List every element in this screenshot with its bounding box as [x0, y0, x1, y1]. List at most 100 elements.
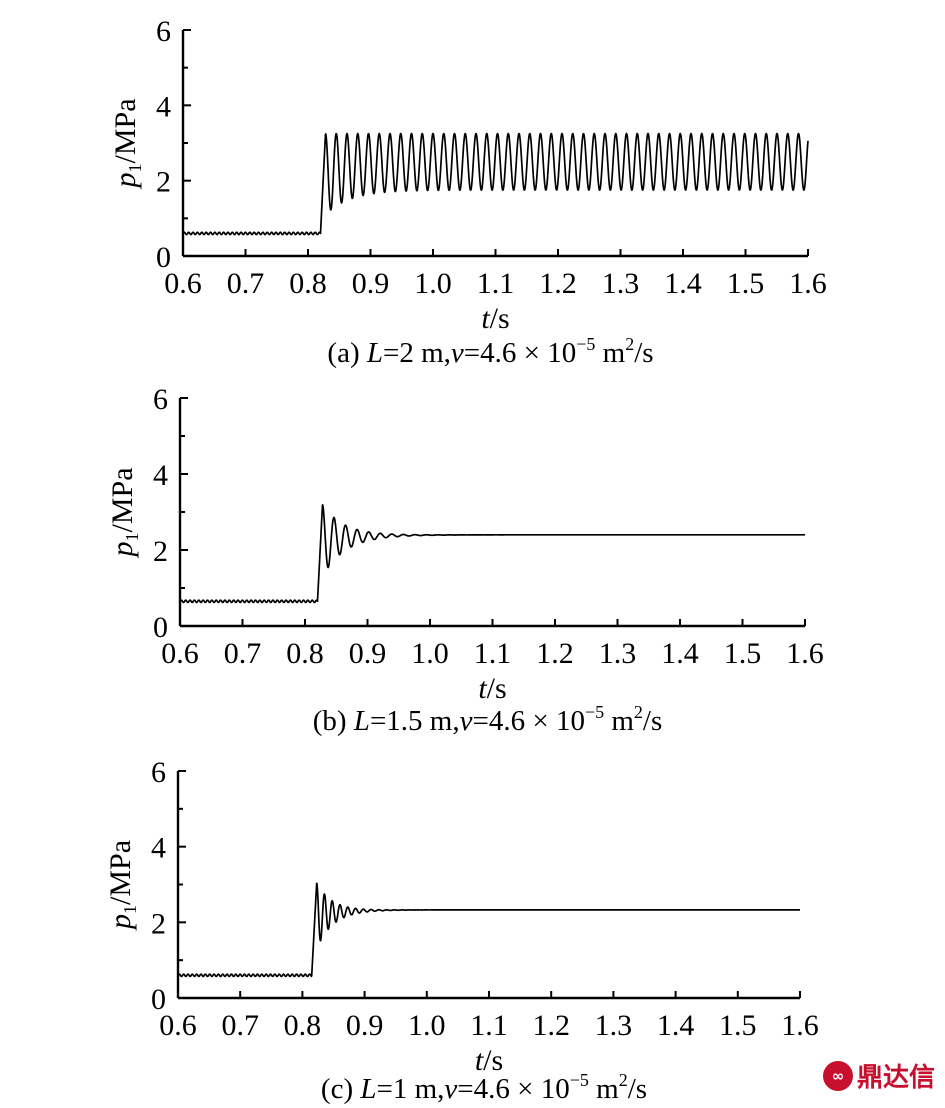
caption-unit: m [604, 705, 634, 737]
y-axis-label: p1/MPa [109, 98, 145, 189]
x-tick-label: 1.5 [727, 267, 765, 300]
caption-unit-tail: /s [643, 705, 662, 737]
x-tick-label: 0.8 [284, 1009, 322, 1042]
x-tick-label: 0.9 [352, 267, 390, 300]
x-tick-label: 1.3 [602, 267, 640, 300]
y-axis-label-unit: /MPa [109, 98, 142, 163]
x-tick-label: 1.1 [477, 267, 515, 300]
y-tick-label: 6 [153, 383, 168, 416]
watermark: ∞ 鼎达信 [822, 1057, 935, 1094]
chart-panel-a: 0.6 0.7 0.8 0.9 1.0 1.1 1.2 1.3 1.4 1.5 1.60246p1/… [109, 15, 827, 369]
x-axis-label-symbol: t [478, 672, 487, 705]
caption-L-symbol: L [366, 337, 383, 369]
x-tick-label: 1.1 [470, 1009, 508, 1042]
x-tick-label: 1.6 [786, 637, 824, 670]
x-axis-label-symbol: t [481, 302, 490, 335]
x-tick-label: 0.7 [221, 1009, 259, 1042]
caption-prefix: (b) [313, 705, 354, 737]
panel-caption: (c) L=1 m,v=4.6 × 10−5 m2/s [321, 1070, 647, 1105]
caption-v-value: =4.6 × 10 [472, 705, 584, 737]
caption-unit-exponent: 2 [625, 334, 634, 354]
y-axis-label-unit: /MPa [106, 467, 139, 532]
y-axis-label-unit: /MPa [104, 840, 137, 905]
x-tick-label: 1.2 [532, 1009, 570, 1042]
x-tick-label: 1.1 [474, 637, 512, 670]
x-tick-label: 1.4 [657, 1009, 695, 1042]
x-tick-label: 1.2 [536, 637, 574, 670]
x-axis-label: t/s [475, 1044, 503, 1077]
y-axis-label-subscript: 1 [122, 533, 142, 542]
caption-v-value: =4.6 × 10 [464, 337, 576, 369]
watermark-logo-icon: ∞ [822, 1060, 853, 1091]
y-tick-label: 2 [156, 166, 171, 199]
caption-unit-tail: /s [634, 337, 653, 369]
caption-L-symbol: L [359, 1073, 376, 1105]
chart-panel-b: 0.6 0.7 0.8 0.9 1.0 1.1 1.2 1.3 1.4 1.5 1.60246p1/… [106, 383, 824, 737]
y-axis-label-symbol: p [109, 173, 142, 190]
y-tick-label: 0 [151, 983, 166, 1016]
pressure-series-line [177, 882, 801, 978]
x-tick-label: 0.9 [349, 637, 387, 670]
x-axis-label: t/s [478, 672, 506, 705]
caption-v-symbol: v [460, 705, 473, 737]
y-tick-label: 6 [151, 756, 166, 789]
x-tick-label: 0.8 [289, 267, 327, 300]
x-tick-label: 1.2 [539, 267, 577, 300]
watermark-text: 鼎达信 [856, 1063, 935, 1093]
caption-L-value: =1.5 m, [370, 705, 460, 737]
y-tick-label: 0 [156, 241, 171, 274]
caption-L-value: =1 m, [377, 1073, 445, 1105]
chart-panel-c: 0.6 0.7 0.8 0.9 1.0 1.1 1.2 1.3 1.4 1.5 1.60246p1/… [104, 756, 819, 1105]
x-axis-label-unit: /s [483, 1044, 503, 1077]
x-tick-label: 0.6 [161, 637, 199, 670]
panel-caption: (a) L=2 m,v=4.6 × 10−5 m2/s [327, 334, 653, 369]
x-axis-label-symbol: t [475, 1044, 484, 1077]
y-axis-label-subscript: 1 [125, 164, 145, 173]
caption-unit-tail: /s [628, 1073, 647, 1105]
pressure-series-line [179, 504, 806, 604]
caption-exponent: −5 [570, 1070, 589, 1090]
y-axis-label-subscript: 1 [120, 905, 140, 914]
y-tick-label: 4 [153, 459, 168, 492]
caption-unit: m [589, 1073, 619, 1105]
caption-prefix: (c) [321, 1073, 360, 1105]
y-tick-label: 4 [151, 832, 166, 865]
x-tick-label: 1.0 [408, 1009, 446, 1042]
x-axis-label-unit: /s [487, 672, 507, 705]
y-tick-label: 0 [153, 611, 168, 644]
x-tick-label: 1.4 [661, 637, 699, 670]
x-tick-label: 1.5 [719, 1009, 757, 1042]
y-axis-label-symbol: p [106, 542, 139, 559]
caption-v-symbol: v [444, 1073, 457, 1105]
caption-exponent: −5 [576, 334, 595, 354]
y-tick-label: 4 [156, 90, 171, 123]
caption-unit: m [595, 337, 625, 369]
x-tick-label: 0.7 [227, 267, 265, 300]
x-axis-label-unit: /s [490, 302, 510, 335]
caption-v-value: =4.6 × 10 [457, 1073, 569, 1105]
y-tick-label: 2 [153, 535, 168, 568]
pressure-series-line [182, 132, 809, 236]
y-tick-label: 6 [156, 15, 171, 48]
x-tick-label: 1.0 [414, 267, 452, 300]
x-tick-label: 0.6 [159, 1009, 197, 1042]
x-tick-label: 0.6 [164, 267, 202, 300]
x-tick-label: 1.6 [789, 267, 827, 300]
x-tick-label: 1.5 [724, 637, 762, 670]
x-tick-label: 1.4 [664, 267, 702, 300]
x-tick-label: 0.9 [346, 1009, 384, 1042]
y-axis-label: p1/MPa [106, 467, 142, 558]
x-axis-label: t/s [481, 302, 509, 335]
caption-unit-exponent: 2 [634, 702, 643, 722]
x-tick-label: 1.3 [595, 1009, 633, 1042]
caption-prefix: (a) [327, 337, 366, 369]
x-tick-label: 1.0 [411, 637, 449, 670]
y-axis-label-symbol: p [104, 914, 137, 931]
x-tick-label: 0.8 [286, 637, 324, 670]
y-tick-label: 2 [151, 907, 166, 940]
caption-v-symbol: v [451, 337, 464, 369]
panel-caption: (b) L=1.5 m,v=4.6 × 10−5 m2/s [313, 702, 663, 737]
x-tick-label: 1.6 [781, 1009, 819, 1042]
x-tick-label: 1.3 [599, 637, 637, 670]
